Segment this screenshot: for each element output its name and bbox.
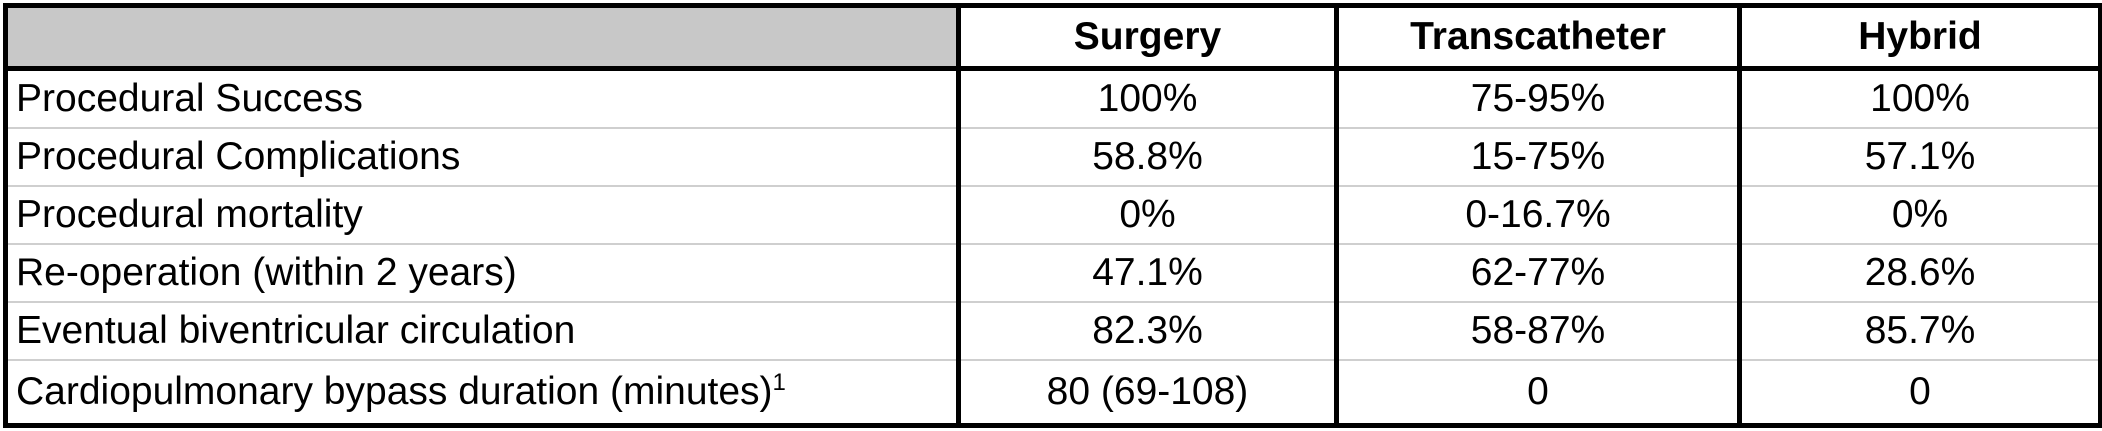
- cell-surgery: 0%: [956, 185, 1339, 245]
- row-label: Procedural mortality: [3, 185, 961, 245]
- cell-hybrid: 100%: [1737, 67, 2102, 129]
- cell-surgery: 100%: [956, 67, 1339, 129]
- cell-hybrid: 85.7%: [1737, 301, 2102, 361]
- cell-surgery: 47.1%: [956, 243, 1339, 303]
- row-label: Procedural Complications: [3, 127, 961, 187]
- comparison-table: Surgery Transcatheter Hybrid Procedural …: [3, 3, 2102, 428]
- cell-transcatheter: 58-87%: [1334, 301, 1742, 361]
- row-label: Eventual biventricular circulation: [3, 301, 961, 361]
- cell-hybrid: 0: [1737, 359, 2102, 428]
- header-blank-cell: [3, 3, 961, 71]
- cell-hybrid: 0%: [1737, 185, 2102, 245]
- cell-transcatheter: 62-77%: [1334, 243, 1742, 303]
- cell-surgery: 58.8%: [956, 127, 1339, 187]
- row-label-with-footnote: Cardiopulmonary bypass duration (minutes…: [3, 359, 961, 428]
- table-row: Re-operation (within 2 years) 47.1% 62-7…: [3, 243, 2102, 303]
- header-row: Surgery Transcatheter Hybrid: [3, 3, 2102, 71]
- cell-transcatheter: 0-16.7%: [1334, 185, 1742, 245]
- table-row: Procedural Success 100% 75-95% 100%: [3, 67, 2102, 129]
- footnote-marker: 1: [772, 369, 786, 396]
- cell-transcatheter: 0: [1334, 359, 1742, 428]
- row-label: Procedural Success: [3, 67, 961, 129]
- cell-hybrid: 28.6%: [1737, 243, 2102, 303]
- header-surgery: Surgery: [956, 3, 1339, 71]
- comparison-table-container: Surgery Transcatheter Hybrid Procedural …: [3, 3, 2102, 428]
- header-hybrid: Hybrid: [1737, 3, 2102, 71]
- row-label-text: Cardiopulmonary bypass duration (minutes…: [16, 370, 773, 413]
- cell-transcatheter: 75-95%: [1334, 67, 1742, 129]
- cell-surgery: 82.3%: [956, 301, 1339, 361]
- table-row: Procedural Complications 58.8% 15-75% 57…: [3, 127, 2102, 187]
- row-label: Re-operation (within 2 years): [3, 243, 961, 303]
- cell-transcatheter: 15-75%: [1334, 127, 1742, 187]
- header-transcatheter: Transcatheter: [1334, 3, 1742, 71]
- cell-surgery: 80 (69-108): [956, 359, 1339, 428]
- table-row: Cardiopulmonary bypass duration (minutes…: [3, 359, 2102, 428]
- cell-hybrid: 57.1%: [1737, 127, 2102, 187]
- table-row: Procedural mortality 0% 0-16.7% 0%: [3, 185, 2102, 245]
- table-row: Eventual biventricular circulation 82.3%…: [3, 301, 2102, 361]
